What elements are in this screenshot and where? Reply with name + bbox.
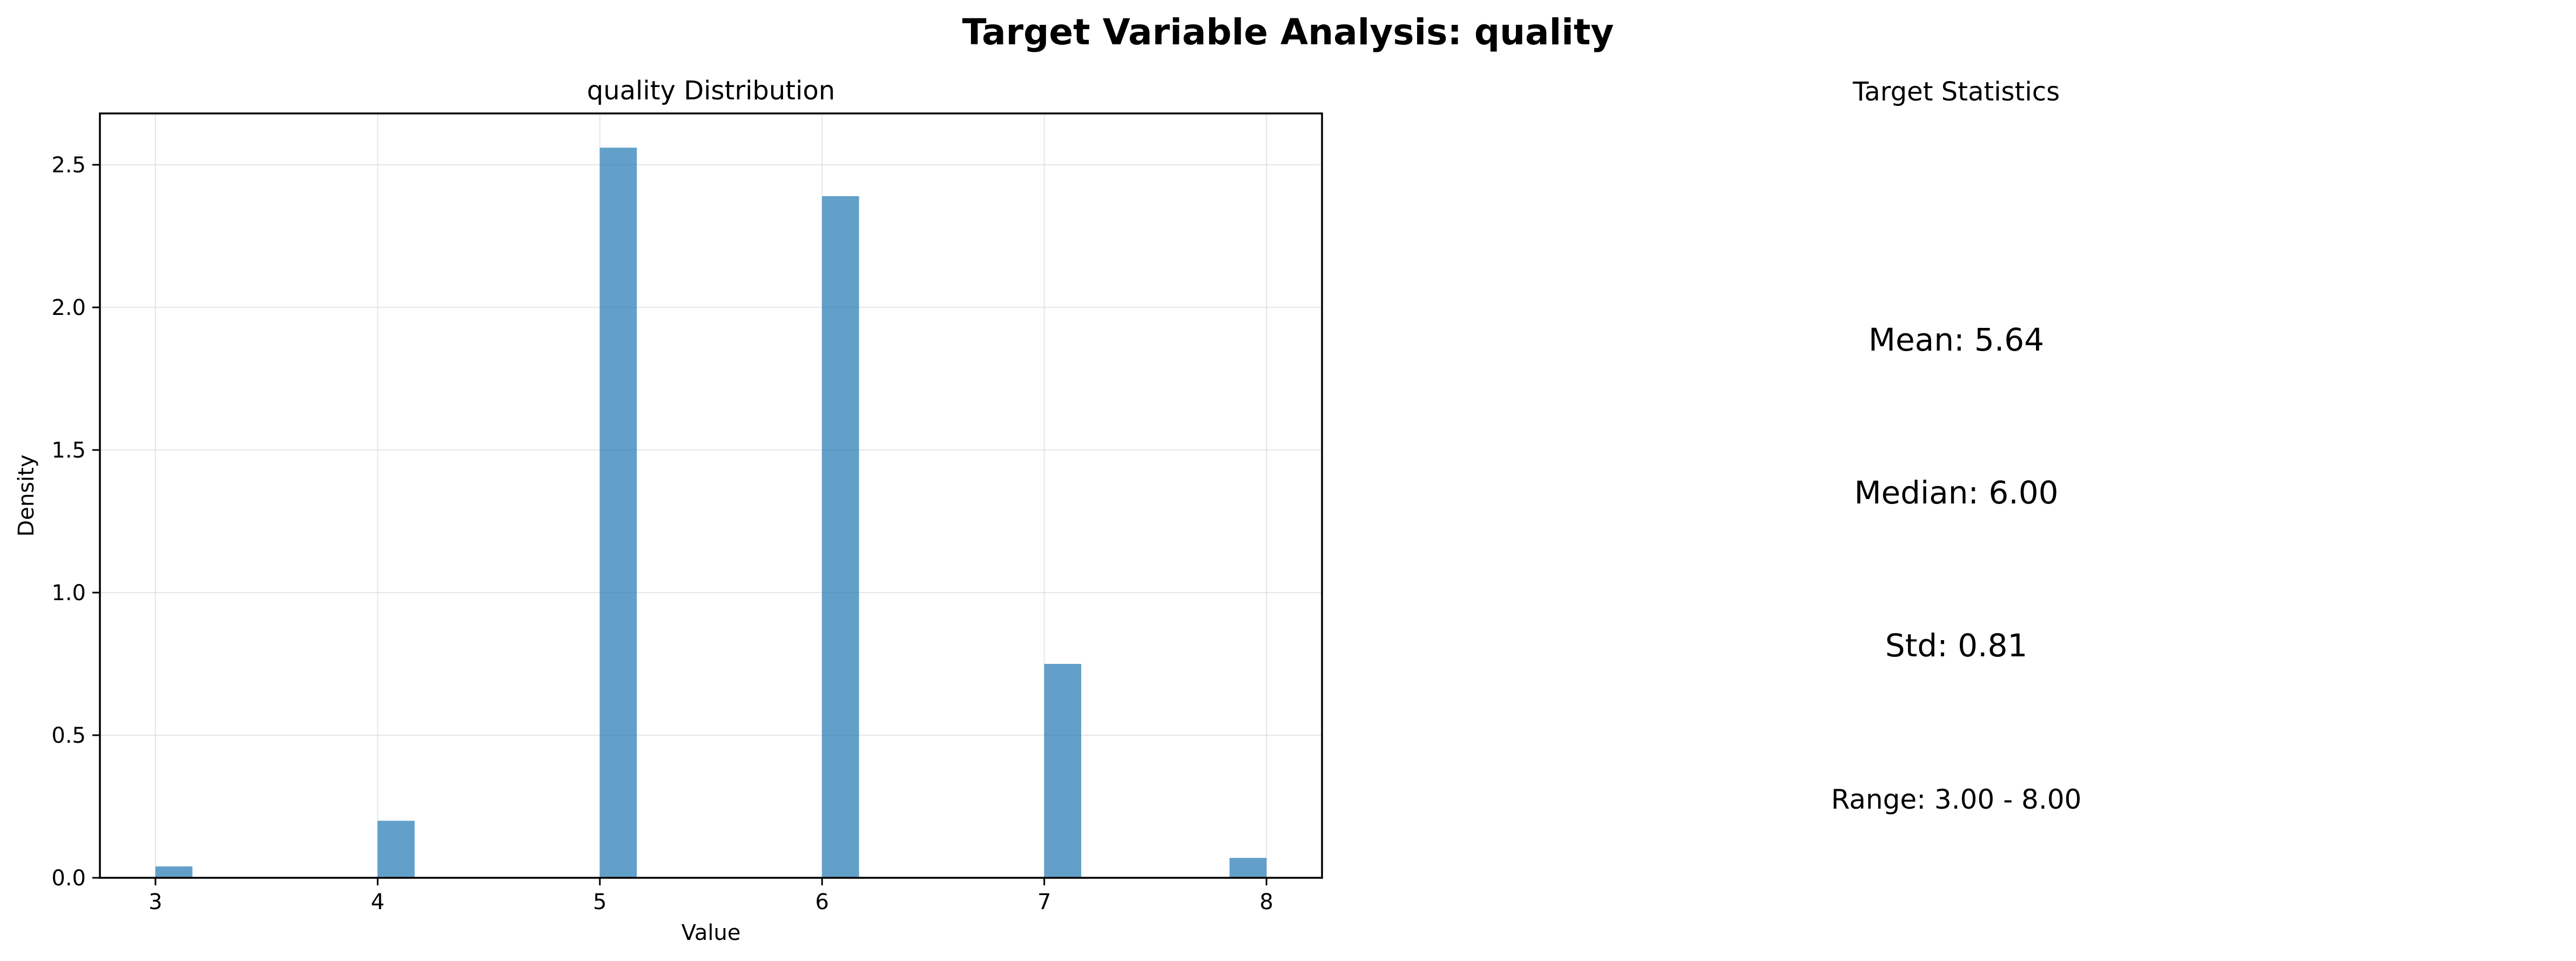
bar-layer bbox=[155, 147, 1267, 878]
grid-layer bbox=[100, 113, 1322, 878]
x-axis-label: Value bbox=[682, 920, 741, 945]
histogram-bar bbox=[377, 821, 415, 878]
x-tick-label: 4 bbox=[371, 890, 385, 915]
histogram-bar bbox=[1044, 664, 1082, 878]
x-tick-label: 8 bbox=[1259, 890, 1273, 915]
y-tick-label: 2.5 bbox=[51, 153, 86, 178]
chart-title: quality Distribution bbox=[587, 76, 835, 106]
histogram-bar bbox=[1229, 858, 1267, 878]
y-tick-label: 0.0 bbox=[51, 866, 86, 891]
y-axis-label: Density bbox=[14, 454, 39, 536]
stat-median: Median: 6.00 bbox=[1854, 474, 2059, 511]
stats-panel-title: Target Statistics bbox=[1852, 77, 2060, 107]
y-tick-label: 1.5 bbox=[51, 438, 86, 463]
stat-range: Range: 3.00 - 8.00 bbox=[1831, 784, 2082, 815]
x-tick-label: 3 bbox=[149, 890, 162, 915]
figure-suptitle: Target Variable Analysis: quality bbox=[962, 11, 1614, 53]
tick-layer: 3 4 5 6 7 8 0.0 0.5 1.0 1.5 2.0 2.5 bbox=[51, 153, 1273, 915]
stat-std: Std: 0.81 bbox=[1885, 627, 2028, 664]
y-tick-label: 0.5 bbox=[51, 723, 86, 748]
x-tick-label: 5 bbox=[593, 890, 606, 915]
y-tick-label: 2.0 bbox=[51, 295, 86, 320]
x-tick-label: 7 bbox=[1037, 890, 1051, 915]
histogram-bar bbox=[599, 147, 637, 878]
histogram-bar bbox=[155, 866, 193, 878]
x-tick-label: 6 bbox=[815, 890, 829, 915]
axes-frame bbox=[99, 112, 1323, 879]
histogram-bar bbox=[822, 196, 859, 878]
y-tick-label: 1.0 bbox=[51, 581, 86, 606]
stat-mean: Mean: 5.64 bbox=[1868, 321, 2045, 358]
